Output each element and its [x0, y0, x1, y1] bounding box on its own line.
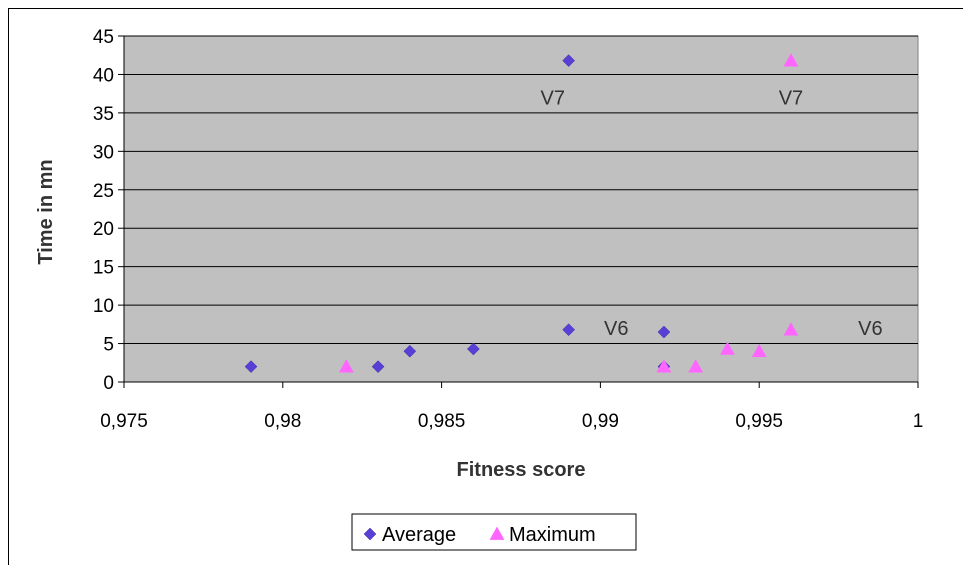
maximum-point [720, 341, 735, 355]
y-tick-label: 20 [93, 219, 114, 240]
maximum-point [783, 53, 799, 67]
maximum-point [751, 343, 767, 358]
legend-maximum-marker [489, 526, 505, 540]
y-tick-label: 35 [93, 104, 114, 125]
y-tick-label: 30 [93, 142, 114, 163]
average-point [244, 360, 258, 373]
x-tick-labels: 0,975 0,98 0,985 0,99 0,995 1 [100, 382, 923, 432]
x-tick-label: 0,975 [100, 411, 148, 432]
y-tick-label: 25 [93, 181, 114, 202]
point-annotation: V6 [858, 318, 882, 340]
y-tick-label: 45 [93, 27, 114, 48]
x-tick-label: 1 [913, 411, 924, 432]
y-tick-labels: 0 5 10 15 20 25 30 35 40 45 [93, 27, 124, 394]
chart-frame [8, 8, 963, 565]
maximum-point [688, 359, 704, 373]
legend: Average Maximum [351, 513, 637, 551]
average-point [657, 325, 671, 339]
average-point [403, 344, 417, 358]
point-annotation: V6 [604, 318, 628, 340]
x-tick-label: 0,995 [735, 411, 783, 432]
data-points [244, 53, 799, 373]
average-point [562, 323, 575, 337]
maximum-point [656, 359, 672, 373]
annotations: V7 V7 V6 V6 [541, 88, 883, 341]
legend-average-label: Average [382, 524, 456, 546]
plot-area [123, 35, 919, 383]
y-tick-label: 10 [93, 296, 114, 317]
y-tick-label: 40 [93, 65, 114, 86]
y-tick-label: 0 [103, 373, 114, 394]
y-tick-label: 15 [93, 258, 114, 279]
maximum-point [783, 322, 799, 336]
x-axis-title: Fitness score [457, 459, 586, 481]
axes [123, 36, 918, 383]
point-annotation: V7 [541, 88, 565, 110]
x-tick-label: 0,99 [582, 411, 619, 432]
point-annotation: V7 [779, 88, 803, 110]
average-point [371, 360, 385, 373]
y-axis-title: Time in mn [35, 159, 57, 264]
gridlines [124, 35, 918, 345]
maximum-point [338, 359, 354, 373]
legend-average-marker [363, 527, 377, 541]
x-tick-label: 0,985 [418, 411, 466, 432]
legend-maximum-label: Maximum [509, 524, 596, 546]
average-point [562, 54, 575, 67]
average-point [467, 342, 480, 356]
y-tick-label: 5 [103, 335, 114, 356]
x-tick-label: 0,98 [264, 411, 301, 432]
